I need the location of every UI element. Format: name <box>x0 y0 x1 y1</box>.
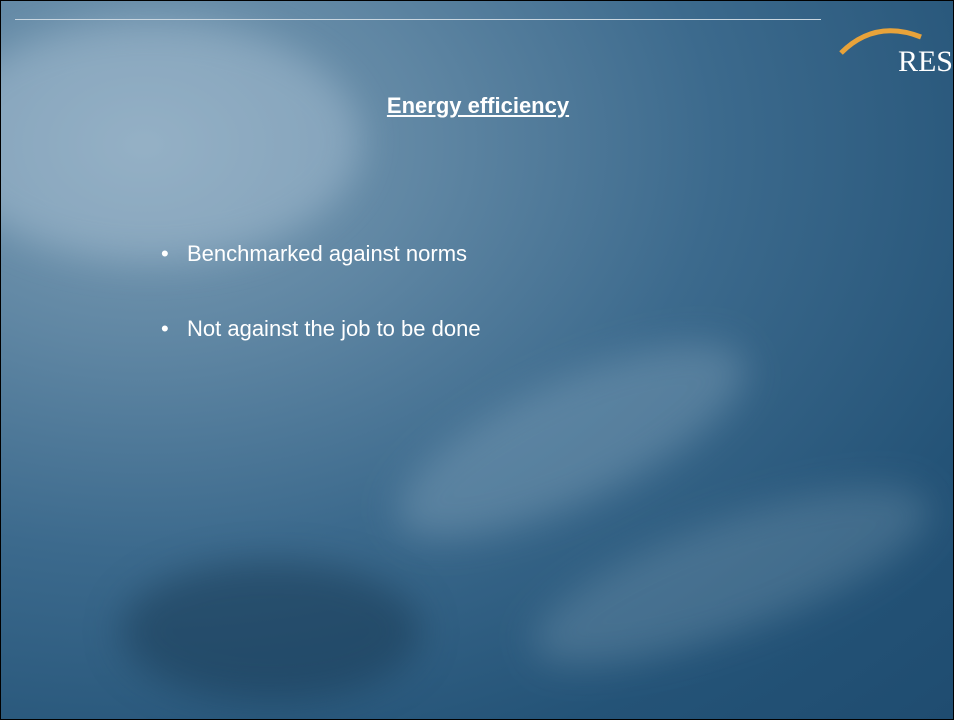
logo: RES <box>898 45 953 79</box>
cloud <box>121 561 421 701</box>
cloud <box>0 21 361 261</box>
top-rule <box>15 19 821 20</box>
bullet-list: Benchmarked against norms Not against th… <box>161 241 481 391</box>
bullet: Not against the job to be done <box>161 316 481 342</box>
slide-title: Energy efficiency <box>1 93 954 119</box>
slide: RES Energy efficiency Benchmarked agains… <box>0 0 954 720</box>
bullet: Benchmarked against norms <box>161 241 481 267</box>
